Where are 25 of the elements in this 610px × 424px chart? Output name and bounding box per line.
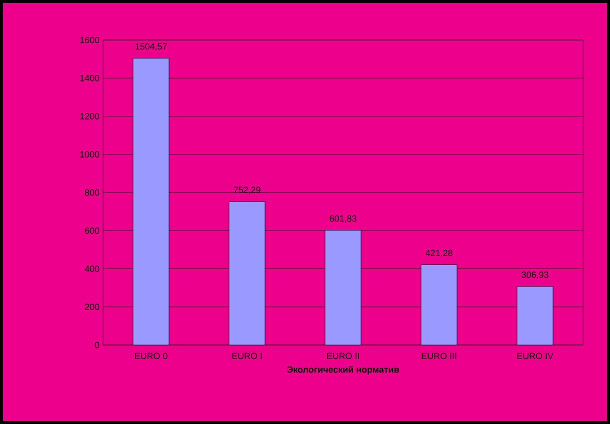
bar xyxy=(516,286,554,345)
data-label: 601,83 xyxy=(330,215,356,223)
y-tick-label: 1200 xyxy=(80,113,100,120)
y-tick-label: 0 xyxy=(94,342,100,348)
bar xyxy=(420,264,458,345)
bar xyxy=(324,230,362,345)
y-tick-label: 400 xyxy=(84,266,100,272)
y-tick-label: 200 xyxy=(84,304,100,310)
x-axis-title: Экологический норматив xyxy=(286,366,399,374)
y-tick-label: 600 xyxy=(84,227,100,234)
x-tick-label: EURO 0 xyxy=(135,352,168,360)
x-tick-label: EURO IV xyxy=(517,352,554,360)
y-tick-label: 800 xyxy=(84,189,100,196)
bar xyxy=(228,201,266,345)
data-label: 306,93 xyxy=(522,272,548,279)
y-tick-label: 1600 xyxy=(80,36,100,44)
y-tick-label: 1400 xyxy=(80,74,100,82)
x-tick-label: EURO II xyxy=(327,352,359,360)
bar xyxy=(132,58,170,345)
data-label: 421,28 xyxy=(425,250,452,258)
data-label: 1504,57 xyxy=(135,43,167,51)
x-tick-label: EURO I xyxy=(232,352,262,360)
x-tick-label: EURO III xyxy=(422,352,456,360)
data-label: 752,29 xyxy=(234,186,260,194)
y-tick-label: 1000 xyxy=(80,151,100,158)
